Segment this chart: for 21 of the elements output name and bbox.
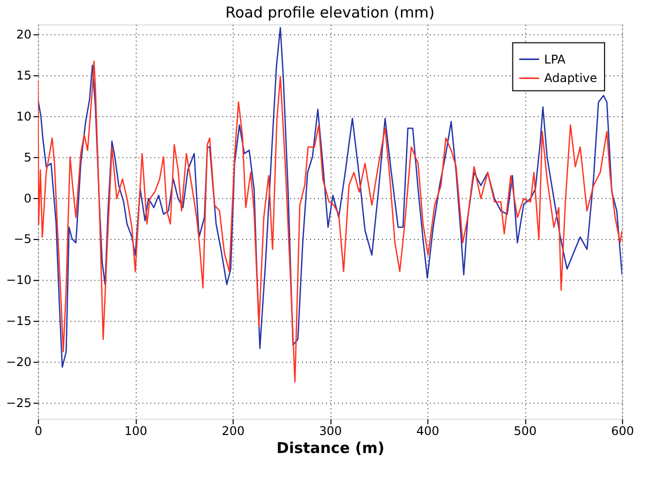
y-tick-label: −25	[6, 396, 32, 410]
y-tick-label: 10	[16, 109, 32, 124]
x-tick-label: 600	[611, 424, 634, 438]
legend-label: Adaptive	[544, 71, 598, 86]
x-tick-label: 300	[319, 424, 342, 438]
x-tick-label: 100	[124, 424, 148, 438]
y-tick-label: 0	[24, 191, 32, 206]
x-tick-label: 400	[416, 424, 440, 438]
y-tick-label: −15	[6, 314, 32, 328]
y-tick-label: −20	[6, 354, 32, 369]
y-tick-label: 20	[16, 28, 32, 42]
x-axis-title: Distance (m)	[276, 439, 384, 458]
x-tick-label: 500	[514, 424, 537, 438]
chart-title: Road profile elevation (mm)	[225, 3, 435, 22]
x-tick-label: 200	[222, 424, 245, 438]
legend-label: LPA	[544, 52, 566, 66]
y-tick-label: 5	[24, 150, 32, 164]
y-tick-label: −10	[6, 273, 32, 288]
y-tick-label: 15	[16, 68, 32, 83]
x-tick-label: 0	[34, 424, 42, 438]
y-tick-label: −5	[14, 232, 32, 246]
